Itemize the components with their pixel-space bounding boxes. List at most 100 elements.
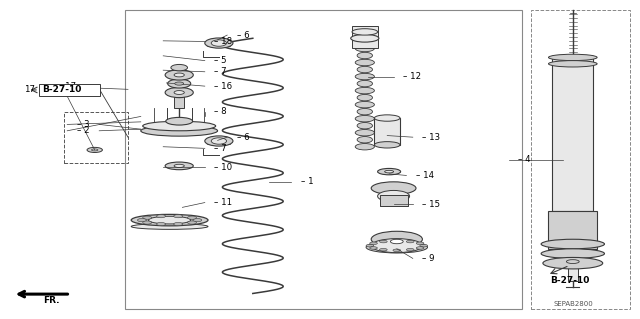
- Text: – 13: – 13: [422, 133, 440, 142]
- Text: – 1: – 1: [301, 177, 314, 186]
- Text: B-27-10: B-27-10: [42, 85, 82, 94]
- Ellipse shape: [173, 215, 182, 218]
- Ellipse shape: [548, 54, 597, 61]
- Bar: [64, 112, 128, 163]
- Text: – 7: – 7: [214, 67, 227, 76]
- Bar: [125, 10, 522, 309]
- Ellipse shape: [211, 40, 227, 46]
- Ellipse shape: [166, 117, 193, 125]
- Ellipse shape: [357, 80, 372, 87]
- Ellipse shape: [393, 240, 401, 242]
- Bar: [552, 57, 593, 211]
- Ellipse shape: [174, 91, 184, 94]
- Ellipse shape: [87, 147, 102, 152]
- Ellipse shape: [355, 87, 374, 94]
- Ellipse shape: [355, 45, 374, 52]
- Ellipse shape: [390, 239, 403, 244]
- Text: – 14: – 14: [416, 171, 434, 180]
- Ellipse shape: [138, 219, 147, 222]
- Ellipse shape: [380, 249, 387, 251]
- Ellipse shape: [165, 162, 193, 170]
- Ellipse shape: [171, 64, 188, 71]
- Ellipse shape: [352, 29, 378, 35]
- Ellipse shape: [143, 221, 152, 224]
- Text: – 7: – 7: [214, 144, 227, 153]
- Ellipse shape: [157, 222, 166, 226]
- Ellipse shape: [174, 73, 184, 77]
- Bar: [174, 96, 184, 108]
- Ellipse shape: [188, 216, 196, 219]
- Text: 17: 17: [24, 85, 35, 94]
- FancyBboxPatch shape: [39, 84, 100, 96]
- Bar: [531, 10, 630, 309]
- Ellipse shape: [148, 216, 191, 224]
- Ellipse shape: [165, 70, 193, 80]
- Ellipse shape: [141, 125, 218, 136]
- Ellipse shape: [371, 239, 422, 253]
- Bar: [380, 195, 408, 206]
- Ellipse shape: [374, 115, 400, 121]
- Text: – 11: – 11: [214, 198, 232, 207]
- Ellipse shape: [357, 94, 372, 101]
- Text: – 15: – 15: [422, 200, 440, 209]
- Ellipse shape: [385, 170, 394, 173]
- Text: – 12: – 12: [403, 72, 421, 81]
- Text: – 6: – 6: [237, 133, 250, 142]
- Text: FR.: FR.: [43, 296, 60, 305]
- Ellipse shape: [355, 130, 374, 136]
- Text: – 4: – 4: [518, 155, 531, 164]
- Ellipse shape: [370, 242, 378, 245]
- Ellipse shape: [131, 214, 208, 226]
- Ellipse shape: [92, 149, 98, 151]
- Ellipse shape: [357, 122, 372, 129]
- Bar: [352, 26, 378, 48]
- Ellipse shape: [173, 222, 182, 226]
- Text: B-27-10: B-27-10: [550, 276, 590, 285]
- Ellipse shape: [143, 121, 216, 131]
- Ellipse shape: [131, 224, 208, 229]
- Ellipse shape: [541, 249, 605, 258]
- Ellipse shape: [355, 144, 374, 150]
- Ellipse shape: [371, 182, 416, 195]
- Bar: [374, 118, 400, 145]
- Ellipse shape: [406, 240, 414, 243]
- Ellipse shape: [416, 247, 424, 249]
- Ellipse shape: [357, 38, 372, 45]
- Text: – 10: – 10: [214, 163, 232, 172]
- Ellipse shape: [351, 34, 379, 42]
- Ellipse shape: [175, 82, 184, 85]
- Text: – 6: – 6: [237, 31, 250, 40]
- Ellipse shape: [355, 115, 374, 122]
- Ellipse shape: [188, 221, 196, 224]
- Ellipse shape: [366, 244, 374, 247]
- Bar: [548, 211, 598, 249]
- Ellipse shape: [357, 52, 372, 59]
- Text: – 18: – 18: [214, 37, 232, 46]
- Ellipse shape: [371, 231, 422, 247]
- Ellipse shape: [543, 257, 603, 269]
- Ellipse shape: [374, 142, 400, 148]
- Text: – 2: – 2: [77, 126, 90, 135]
- Ellipse shape: [174, 94, 184, 98]
- Ellipse shape: [355, 73, 374, 80]
- Ellipse shape: [416, 242, 424, 245]
- Ellipse shape: [143, 216, 152, 219]
- Ellipse shape: [548, 61, 597, 67]
- Bar: [568, 262, 578, 281]
- Ellipse shape: [168, 79, 191, 88]
- Ellipse shape: [157, 215, 166, 218]
- Ellipse shape: [393, 249, 401, 252]
- Text: SEPAB2800: SEPAB2800: [554, 301, 593, 307]
- Ellipse shape: [370, 247, 378, 249]
- Ellipse shape: [355, 59, 374, 66]
- Ellipse shape: [357, 66, 372, 73]
- Text: – 5: – 5: [214, 56, 227, 65]
- Ellipse shape: [205, 38, 233, 48]
- Text: – 17: – 17: [58, 82, 76, 91]
- Ellipse shape: [355, 101, 374, 108]
- Ellipse shape: [541, 239, 605, 249]
- Ellipse shape: [193, 219, 202, 222]
- Ellipse shape: [380, 240, 387, 243]
- Ellipse shape: [205, 136, 233, 146]
- Ellipse shape: [406, 249, 414, 251]
